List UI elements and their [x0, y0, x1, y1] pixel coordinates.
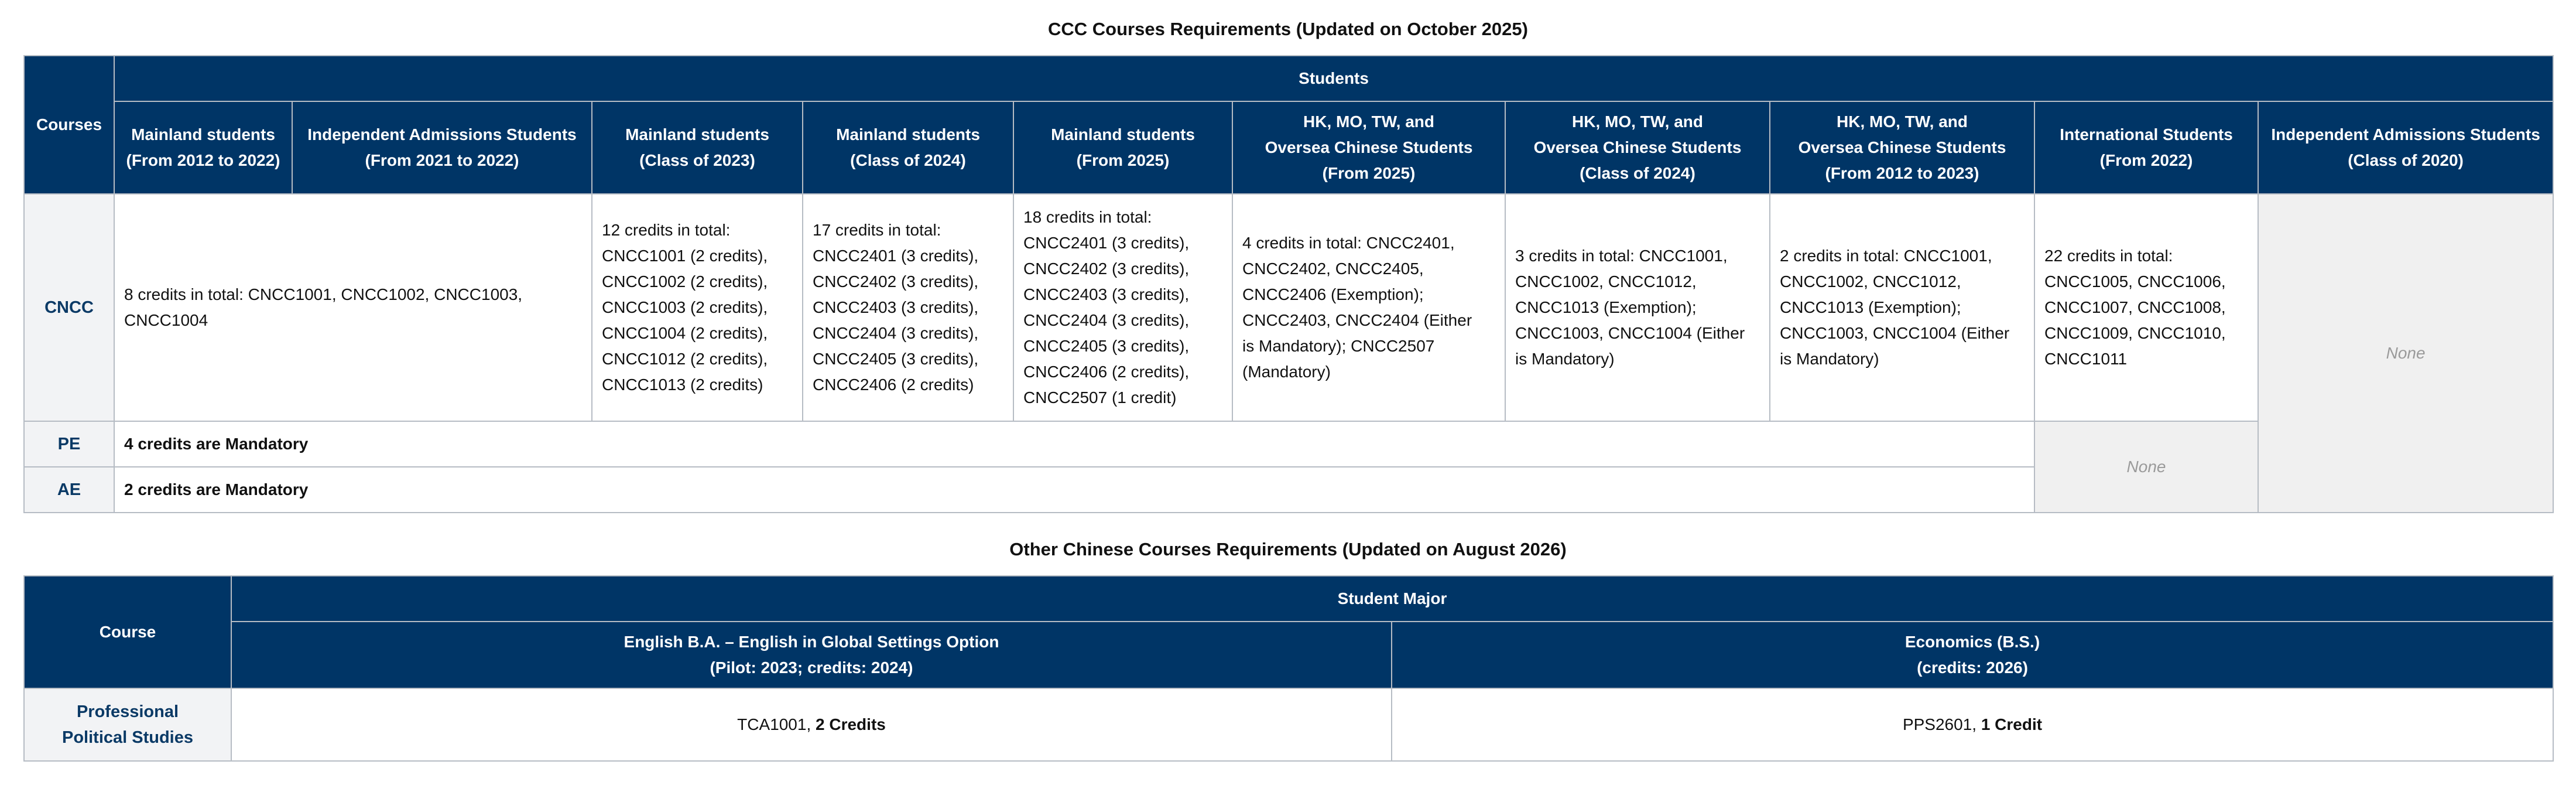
- students-header: Students: [113, 55, 2554, 102]
- ae-requirement: 2 credits are Mandatory: [114, 466, 2035, 513]
- english-ba-requirement: TCA1001, 2 Credits: [231, 688, 1392, 762]
- row-label-cncc: CNCC: [23, 193, 115, 422]
- col-header-mainland-2012-2022: Mainland students (From 2012 to 2022): [114, 101, 293, 194]
- col-header-english-ba: English B.A. – English in Global Setting…: [231, 621, 1392, 689]
- cncc-hkmotw-2012-2023: 2 credits in total: CNCC1001, CNCC1002, C…: [1769, 193, 2035, 422]
- cncc-mainland-independent-2012-2022: 8 credits in total: CNCC1001, CNCC1002, …: [114, 193, 592, 422]
- cncc-mainland-2025: 18 credits in total: CNCC2401 (3 credits)…: [1013, 193, 1233, 422]
- cncc-mainland-2023: 12 credits in total: CNCC1001 (2 credits)…: [591, 193, 803, 422]
- col-header-independent-2021-2022: Independent Admissions Students (From 202…: [292, 101, 592, 194]
- col-header-independent-2020: Independent Admissions Students (Class of…: [2257, 101, 2554, 194]
- col-header-mainland-2025: Mainland students (From 2025): [1013, 101, 1233, 194]
- col-header-mainland-2023: Mainland students (Class of 2023): [591, 101, 803, 194]
- table2-title: Other Chinese Courses Requirements (Upda…: [1009, 539, 1567, 559]
- course-header: Course: [23, 575, 232, 689]
- cncc-hkmotw-2024: 3 credits in total: CNCC1001, CNCC1002, C…: [1505, 193, 1770, 422]
- row-label-professional-political-studies: Professional Political Studies: [23, 688, 232, 762]
- row-label-ae: AE: [23, 466, 115, 513]
- independent-2020-none: None: [2257, 193, 2554, 513]
- col-header-mainland-2024: Mainland students (Class of 2024): [802, 101, 1014, 194]
- other-chinese-requirements-table: Course Student Major English B.A. – Engl…: [23, 575, 2554, 762]
- cncc-hkmotw-2025: 4 credits in total: CNCC2401, CNCC2402, C…: [1232, 193, 1506, 422]
- table1-title: CCC Courses Requirements (Updated on Oct…: [1048, 19, 1528, 39]
- row-label-pe: PE: [23, 421, 115, 467]
- col-header-hkmotw-2025: HK, MO, TW, and Oversea Chinese Students(…: [1232, 101, 1506, 194]
- col-header-hkmotw-2012-2023: HK, MO, TW, and Oversea Chinese Students(…: [1769, 101, 2035, 194]
- pe-ae-international-none: None: [2034, 421, 2259, 513]
- courses-header: Courses: [23, 55, 115, 194]
- col-header-international-2022: International Students (From 2022): [2034, 101, 2259, 194]
- col-header-hkmotw-2024: HK, MO, TW, and Oversea Chinese Students(…: [1505, 101, 1770, 194]
- cncc-mainland-2024: 17 credits in total: CNCC2401 (3 credits)…: [802, 193, 1014, 422]
- ccc-requirements-table: Courses Students Mainland students (From …: [23, 55, 2554, 513]
- cncc-international-2022: 22 credits in total: CNCC1005, CNCC1006, C…: [2034, 193, 2259, 422]
- pe-requirement: 4 credits are Mandatory: [114, 421, 2035, 467]
- col-header-economics-bs: Economics (B.S.) (credits: 2026): [1390, 621, 2554, 689]
- economics-bs-requirement: PPS2601, 1 Credit: [1390, 688, 2554, 762]
- student-major-header: Student Major: [230, 575, 2554, 622]
